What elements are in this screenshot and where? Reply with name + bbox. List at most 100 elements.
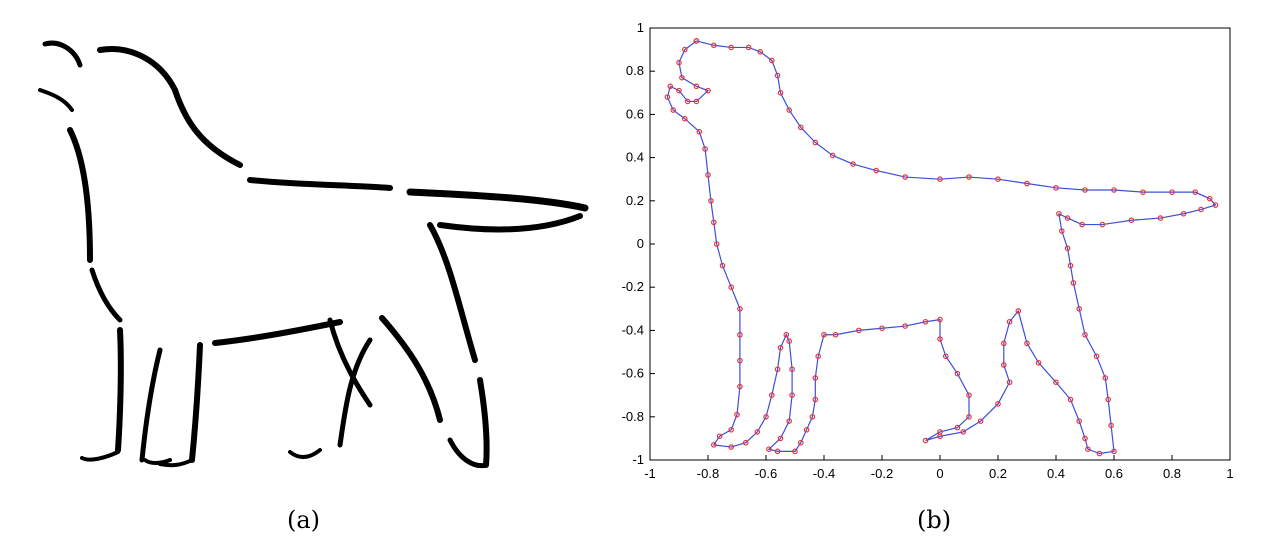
contour-point: [713, 241, 720, 247]
contour-point: [966, 413, 972, 420]
x-tick-label: 0.6: [1105, 466, 1123, 481]
contour-point: [1076, 418, 1083, 424]
contour-point: [777, 435, 784, 442]
contour-point: [737, 331, 743, 338]
contour-point: [942, 353, 949, 360]
contour-point: [774, 366, 781, 373]
contour-point: [734, 411, 740, 418]
contour-point: [789, 392, 795, 399]
contour-point: [1053, 379, 1059, 386]
contour-point: [937, 316, 943, 323]
caption-a: (a): [287, 506, 321, 534]
contour-point: [1082, 435, 1088, 442]
contour-point: [737, 305, 743, 312]
contour-point: [1212, 202, 1219, 208]
contour-point: [937, 429, 943, 435]
contour-point: [1157, 215, 1164, 221]
y-tick-label: 1: [637, 20, 644, 35]
contour-point: [1024, 180, 1030, 187]
contour-point: [774, 448, 781, 455]
contour-point: [902, 174, 909, 180]
contour-point: [1035, 359, 1042, 366]
contour-point: [682, 46, 688, 53]
contour-markers: [664, 38, 1219, 457]
contour-point: [815, 353, 822, 360]
caption-b: (b): [917, 506, 952, 534]
contour-point: [1053, 185, 1059, 191]
contour-point: [783, 331, 790, 338]
contour-point: [1056, 210, 1062, 217]
contour-point: [769, 57, 775, 64]
contour-point: [1000, 362, 1007, 368]
contour-point: [812, 375, 819, 381]
contour-point: [711, 42, 717, 49]
contour-point: [728, 444, 735, 450]
contour-point: [711, 219, 717, 226]
contour-point: [1006, 379, 1013, 386]
y-tick-label: 0.2: [626, 193, 644, 208]
contour-plot-panel: -1 -0.8 -0.6 -0.4 -0.2 0 0.2 0.4 0.6 0.8 1 -1 -0.8-…: [620, 10, 1260, 500]
contour-point: [1111, 187, 1117, 193]
y-tick-label: -0.6: [622, 366, 644, 381]
y-tick-label: -1: [632, 452, 644, 467]
contour-point: [1140, 189, 1146, 195]
contour-point: [1000, 340, 1007, 347]
x-tick-label: -1: [644, 466, 656, 481]
contour-point: [1079, 221, 1085, 228]
contour-point: [1024, 340, 1030, 347]
contour-point: [711, 442, 717, 448]
contour-point: [684, 98, 691, 105]
contour-point: [702, 146, 708, 152]
contour-point: [850, 161, 856, 167]
contour-point: [693, 83, 700, 90]
contour-point: [922, 318, 929, 325]
x-tick-label: -0.2: [871, 466, 893, 481]
x-tick-label: -0.6: [755, 466, 777, 481]
contour-point: [995, 401, 1001, 407]
y-tick-label: -0.2: [622, 279, 644, 294]
y-tick-label: -0.8: [622, 409, 644, 424]
contour-point: [1015, 308, 1022, 314]
dog-sketch-panel: [20, 20, 610, 490]
contour-point: [693, 98, 700, 105]
contour-point: [1067, 262, 1074, 269]
contour-plot: -1 -0.8 -0.6 -0.4 -0.2 0 0.2 0.4 0.6 0.8 1 -1-0.8-…: [622, 20, 1234, 481]
contour-point: [708, 198, 714, 204]
y-tick-label: 0.8: [626, 63, 644, 78]
contour-point: [1198, 206, 1204, 213]
y-tick-label: 0.6: [626, 106, 644, 121]
contour-point: [1192, 189, 1199, 195]
contour-point: [960, 429, 967, 435]
x-tick-label: -0.8: [697, 466, 719, 481]
contour-point: [1085, 446, 1091, 453]
contour-point: [922, 437, 929, 444]
contour-point: [786, 107, 793, 113]
contour-point: [716, 433, 723, 440]
contour-point: [1064, 245, 1071, 252]
contour-point: [728, 426, 735, 433]
contour-point: [728, 44, 735, 51]
contour-point: [1099, 221, 1106, 228]
contour-point: [803, 426, 810, 433]
contour-point: [798, 439, 804, 446]
contour-point: [829, 152, 836, 159]
contour-point: [1058, 228, 1065, 234]
contour-point: [719, 262, 726, 269]
contour-point: [1064, 215, 1071, 221]
contour-point: [954, 370, 961, 377]
contour-point: [766, 446, 772, 453]
contour-point: [1076, 305, 1083, 312]
contour-line: [666, 40, 1217, 455]
contour-point: [1006, 318, 1013, 325]
contour-point: [873, 167, 880, 174]
contour-point: [1105, 396, 1112, 403]
x-tick-label: -0.4: [813, 466, 835, 481]
x-tick-label: 0.8: [1163, 466, 1181, 481]
contour-point: [1067, 396, 1074, 403]
contour-point: [1102, 375, 1109, 381]
contour-point: [995, 176, 1001, 183]
contour-point: [1082, 331, 1088, 338]
contour-point: [879, 325, 885, 332]
contour-point: [786, 338, 793, 345]
contour-point: [1070, 280, 1077, 286]
